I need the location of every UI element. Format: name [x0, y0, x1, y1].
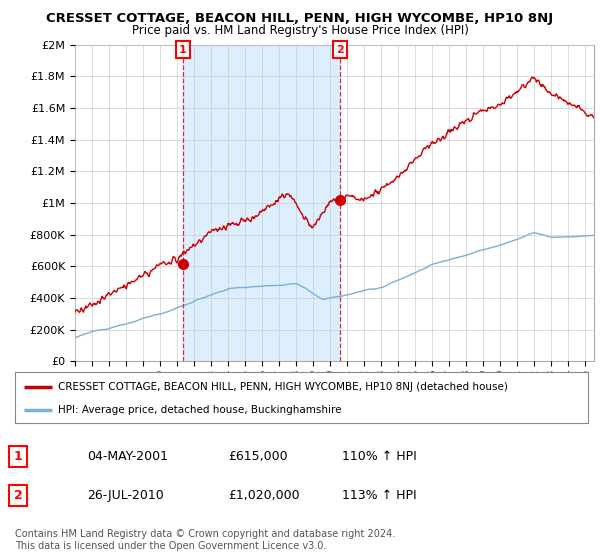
Text: Contains HM Land Registry data © Crown copyright and database right 2024.
This d: Contains HM Land Registry data © Crown c… [15, 529, 395, 551]
Bar [183, 45, 340, 361]
Text: 1: 1 [14, 450, 22, 463]
Text: CRESSET COTTAGE, BEACON HILL, PENN, HIGH WYCOMBE, HP10 8NJ: CRESSET COTTAGE, BEACON HILL, PENN, HIGH… [46, 12, 554, 25]
Text: 26-JUL-2010: 26-JUL-2010 [87, 489, 164, 502]
Text: 2: 2 [14, 489, 22, 502]
Text: 1: 1 [179, 45, 187, 55]
Text: £615,000: £615,000 [228, 450, 287, 463]
Text: 2: 2 [336, 45, 344, 55]
Text: 110% ↑ HPI: 110% ↑ HPI [342, 450, 417, 463]
Text: 113% ↑ HPI: 113% ↑ HPI [342, 489, 416, 502]
Text: CRESSET COTTAGE, BEACON HILL, PENN, HIGH WYCOMBE, HP10 8NJ (detached house): CRESSET COTTAGE, BEACON HILL, PENN, HIGH… [58, 381, 508, 391]
Text: 04-MAY-2001: 04-MAY-2001 [87, 450, 168, 463]
Text: £1,020,000: £1,020,000 [228, 489, 299, 502]
Text: HPI: Average price, detached house, Buckinghamshire: HPI: Average price, detached house, Buck… [58, 405, 341, 415]
Text: Price paid vs. HM Land Registry's House Price Index (HPI): Price paid vs. HM Land Registry's House … [131, 24, 469, 36]
